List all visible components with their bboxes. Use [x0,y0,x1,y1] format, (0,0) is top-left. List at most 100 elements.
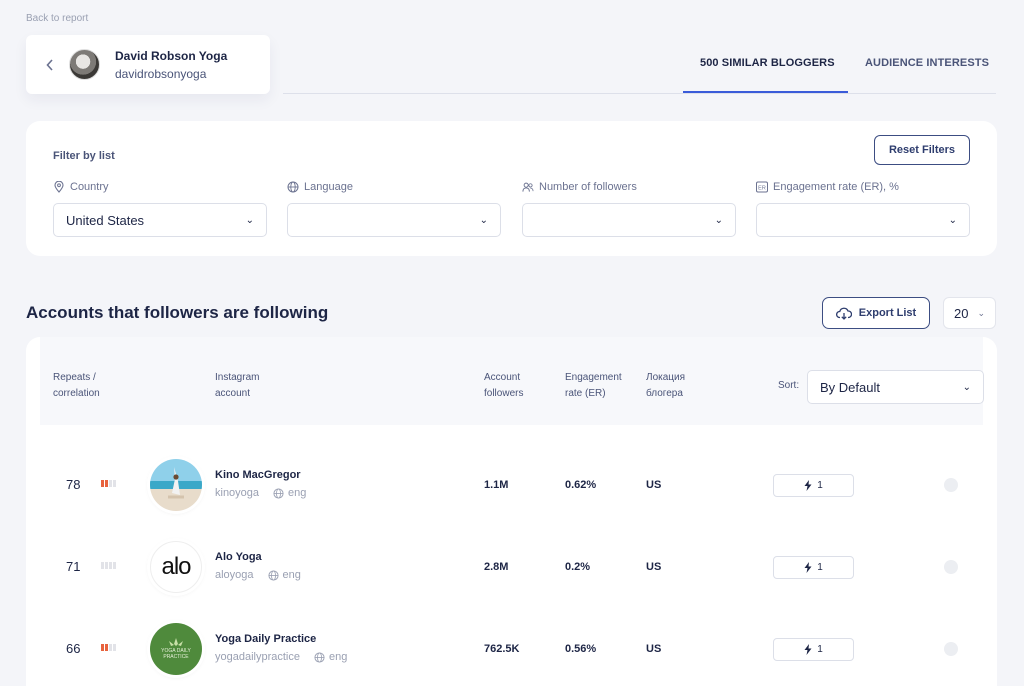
accounts-table: Repeats / correlation Instagram account Ac… [26,337,997,686]
header-er: Engagement rate (ER) [565,372,622,399]
boost-button[interactable]: 1 [773,556,854,579]
lightning-icon [804,562,812,573]
tab-audience-interests[interactable]: AUDIENCE INTERESTS [865,57,990,69]
avatar[interactable] [150,459,202,511]
header-repeats: Repeats / correlation [53,372,100,399]
er-filter: ER Engagement rate (ER), % ⌄ [756,180,970,237]
profile-name: David Robson Yoga [115,48,228,63]
header-account: Instagram account [215,372,260,399]
row-action-icon[interactable] [944,560,958,574]
country-filter: Country United States ⌄ [53,180,267,237]
repeats-value: 78 [66,477,81,492]
location-value: US [646,643,662,655]
account-name[interactable]: Yoga Daily Practice [215,633,317,645]
followers-value: 2.8M [484,561,509,573]
country-filter-label: Country [70,181,109,193]
per-page-select[interactable]: 20 ⌄ [943,297,996,329]
avatar[interactable]: alo [150,541,202,593]
globe-icon [314,651,325,663]
followers-filter: Number of followers ⌄ [522,180,736,237]
followers-filter-label: Number of followers [539,181,637,193]
account-name[interactable]: Kino MacGregor [215,469,301,481]
table-header: Repeats / correlation Instagram account Ac… [40,337,984,425]
boost-button[interactable]: 1 [773,474,854,497]
chevron-down-icon: ⌄ [245,214,254,226]
er-value: 0.2% [565,561,591,573]
account-language: eng [288,487,307,499]
followers-value: 762.5K [484,643,520,655]
country-select[interactable]: United States ⌄ [53,203,267,237]
table-row[interactable]: 78 Kino MacGregor kinoyoga eng 1.1M 0.62… [40,444,983,526]
correlation-bars [101,644,116,651]
tab-similar-bloggers[interactable]: 500 SIMILAR BLOGGERS [700,57,835,69]
er-select[interactable]: ⌄ [756,203,970,237]
repeats-value: 66 [66,641,81,656]
account-meta: yogadailypractice eng [215,651,347,663]
account-language: eng [282,569,301,581]
boost-count: 1 [817,480,823,491]
sort-label: Sort: [778,380,800,391]
correlation-bars [101,480,116,487]
svg-text:ER: ER [758,185,766,191]
avatar-logo-text: YOGA DAILY PRACTICE [161,648,191,660]
account-meta: aloyoga eng [215,569,301,581]
chevron-left-icon[interactable] [43,58,57,72]
avatar-logo-text: alo [161,553,191,580]
avatar [69,49,100,80]
export-list-button[interactable]: Export List [822,297,930,329]
reset-filters-button[interactable]: Reset Filters [874,135,970,165]
language-select[interactable]: ⌄ [287,203,501,237]
er-value: 0.62% [565,479,597,491]
boost-count: 1 [817,644,823,655]
avatar[interactable]: YOGA DAILY PRACTICE [150,623,202,675]
users-icon [522,181,534,193]
er-value: 0.56% [565,643,597,655]
header-followers: Account followers [484,372,524,399]
language-filter: Language ⌄ [287,180,501,237]
filter-title: Filter by list [53,150,115,162]
tabs-divider [283,93,996,94]
er-badge-icon: ER [756,181,768,193]
table-row[interactable]: 66 YOGA DAILY PRACTICE Yoga Daily Practi… [40,608,983,686]
chevron-down-icon: ⌄ [962,381,971,393]
location-pin-icon [53,181,65,193]
back-to-report-link[interactable]: Back to report [26,13,89,24]
section-title: Accounts that followers are following [26,303,329,322]
header-location: Локация блогера [646,372,686,399]
account-handle: aloyoga [215,569,254,581]
followers-select[interactable]: ⌄ [522,203,736,237]
lightning-icon [804,480,812,491]
location-value: US [646,479,662,491]
lightning-icon [804,644,812,655]
globe-icon [287,181,299,193]
boost-button[interactable]: 1 [773,638,854,661]
sort-select-value: By Default [820,379,880,395]
lotus-icon [169,638,183,646]
chevron-down-icon: ⌄ [714,214,723,226]
profile-card: David Robson Yoga davidrobsonyoga [26,35,270,94]
account-handle: kinoyoga [215,487,260,499]
row-action-icon[interactable] [944,642,958,656]
cloud-download-icon [835,307,852,320]
country-select-value: United States [66,212,145,228]
export-list-label: Export List [858,307,917,319]
sort-select[interactable]: By Default ⌄ [807,370,984,404]
chevron-down-icon: ⌄ [977,307,985,318]
globe-icon [268,569,279,581]
table-row[interactable]: 71 alo Alo Yoga aloyoga eng 2.8M 0.2% US… [40,526,983,608]
account-name[interactable]: Alo Yoga [215,551,262,563]
er-filter-label: Engagement rate (ER), % [773,181,899,193]
chevron-down-icon: ⌄ [948,214,957,226]
repeats-value: 71 [66,559,81,574]
profile-handle: davidrobsonyoga [115,66,207,81]
location-value: US [646,561,662,573]
correlation-bars [101,562,116,569]
chevron-down-icon: ⌄ [479,214,488,226]
language-filter-label: Language [304,181,353,193]
globe-icon [273,487,284,499]
boost-count: 1 [817,562,823,573]
account-language: eng [329,651,348,663]
row-action-icon[interactable] [944,478,958,492]
active-tab-underline [683,91,848,93]
followers-value: 1.1M [484,479,509,491]
